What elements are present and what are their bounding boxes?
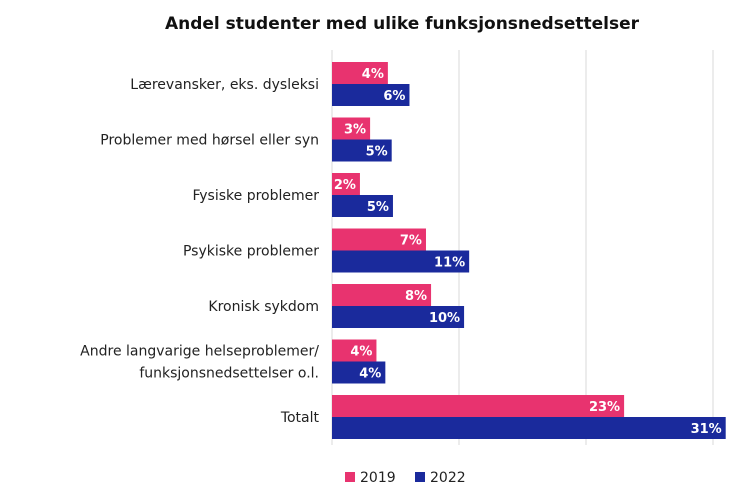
category-label: funksjonsnedsettelser o.l. [139, 366, 319, 382]
data-label: 2% [334, 178, 356, 193]
bar-2019 [332, 62, 388, 84]
bar-2019 [332, 284, 432, 306]
data-labels: 4%6%3%5%2%5%7%11%8%10%4%4%23%31% [334, 67, 722, 437]
bar-2022 [332, 250, 470, 273]
data-label: 4% [350, 345, 372, 360]
category-label: Lærevansker, eks. dysleksi [130, 77, 319, 93]
category-labels: Lærevansker, eks. dysleksi Problemer med … [80, 77, 319, 426]
legend-swatch [415, 472, 425, 482]
bar-2019 [332, 228, 426, 251]
bar-2019 [332, 173, 360, 195]
data-label: 6% [383, 89, 405, 104]
data-label: 23% [589, 400, 620, 415]
data-label: 4% [362, 67, 384, 82]
category-label: Kronisk sykdom [208, 299, 319, 315]
legend: 2019 2022 [345, 470, 466, 486]
category-label: Fysiske problemer [193, 188, 320, 204]
data-label: 5% [366, 145, 388, 160]
bar-2019 [332, 117, 371, 140]
data-label: 31% [691, 422, 722, 437]
bar-2022 [332, 139, 392, 162]
category-label: Totalt [280, 410, 320, 426]
bar-2019 [332, 339, 377, 362]
data-label: 5% [367, 200, 389, 215]
data-label: 4% [359, 367, 381, 382]
data-label: 7% [400, 234, 422, 249]
legend-label: 2022 [430, 470, 466, 486]
bar-2022 [332, 306, 465, 328]
bar-2022 [332, 417, 726, 439]
category-label: Psykiske problemer [183, 244, 319, 260]
bar-2022 [332, 84, 410, 106]
chart-title: Andel studenter med ulike funksjonsnedse… [165, 14, 640, 34]
category-label: Problemer med hørsel eller syn [100, 133, 319, 149]
bars [332, 62, 726, 439]
bar-2022 [332, 195, 393, 217]
legend-swatch [345, 472, 355, 482]
bar-2019 [332, 395, 625, 417]
data-label: 8% [405, 289, 427, 304]
data-label: 11% [434, 256, 465, 271]
bar-2022 [332, 361, 386, 384]
data-label: 3% [344, 123, 366, 138]
legend-label: 2019 [360, 470, 396, 486]
data-label: 10% [429, 311, 460, 326]
category-label: Andre langvarige helseproblemer/ [80, 344, 319, 360]
